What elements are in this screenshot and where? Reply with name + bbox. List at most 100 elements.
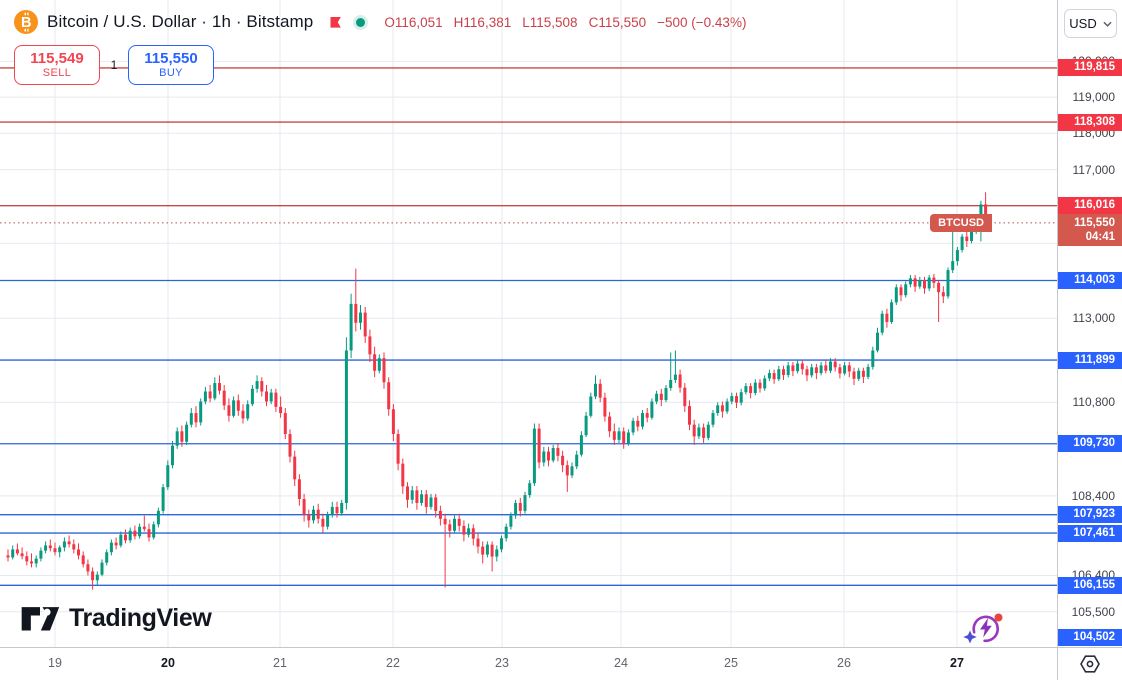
candle (706, 421, 710, 441)
candle (965, 230, 969, 247)
candle (636, 415, 640, 432)
candle (504, 523, 508, 542)
candle (575, 450, 579, 470)
candle (406, 482, 409, 508)
candle (537, 423, 541, 469)
candle (330, 501, 334, 518)
time-axis[interactable]: 19 20 21 22 23 24 25 26 27 (0, 647, 1057, 680)
candle (415, 486, 419, 510)
candle (739, 388, 743, 406)
candle (382, 352, 386, 389)
candle (960, 233, 964, 253)
candle (805, 365, 809, 382)
time-axis-label: 22 (386, 656, 400, 670)
candle (645, 408, 649, 423)
candle (655, 390, 659, 405)
candle (941, 286, 945, 304)
candle (44, 541, 48, 554)
candle (683, 383, 687, 412)
candle (114, 537, 118, 550)
candle (631, 417, 635, 436)
candle (626, 429, 630, 446)
candle (772, 369, 776, 384)
candle (735, 392, 738, 409)
candle (885, 308, 889, 328)
candle (213, 377, 217, 401)
flag-icon[interactable] (328, 15, 343, 30)
price-scale[interactable]: USD 115,550 04:41 120,000119,000118,0001… (1057, 0, 1122, 647)
candle (955, 246, 959, 266)
candle (688, 400, 691, 431)
candle (570, 462, 574, 479)
price-scale-settings-hexagon-icon[interactable] (1078, 652, 1102, 676)
candle (246, 400, 250, 421)
candle (326, 511, 330, 530)
symbol-title[interactable]: Bitcoin / U.S. Dollar · 1h · Bitstamp (47, 12, 314, 31)
candle (500, 535, 503, 553)
candle (72, 539, 76, 554)
candle (438, 505, 442, 526)
candle (749, 383, 753, 399)
price-axis-label: 105,500 (1071, 604, 1115, 619)
svg-text:B: B (21, 15, 31, 31)
candle (236, 394, 240, 416)
ohlc-readout: O116,051 H116,381 L115,508 C115,550 −500… (384, 14, 747, 30)
candle (283, 408, 287, 440)
candle (232, 396, 236, 418)
candle (692, 419, 696, 445)
candle (396, 429, 400, 471)
candle (279, 396, 283, 418)
candle (171, 441, 174, 469)
candle (142, 515, 146, 532)
candle (857, 367, 861, 382)
candle (250, 384, 254, 407)
sell-button[interactable]: 115,549 SELL (14, 45, 100, 85)
time-axis-label: 23 (495, 656, 509, 670)
level-price-badge: 109,730 (1058, 435, 1122, 453)
candle (659, 388, 663, 407)
currency-selector[interactable]: USD (1064, 9, 1117, 38)
candle (241, 404, 245, 424)
candle (77, 543, 80, 560)
price-axis-label: 113,000 (1072, 311, 1116, 326)
candle (391, 404, 395, 442)
price-axis-label: 119,000 (1072, 90, 1116, 105)
candle (490, 541, 494, 572)
candle (180, 425, 184, 447)
candle (814, 363, 818, 380)
candle (387, 377, 391, 416)
candle (119, 531, 123, 548)
candle (203, 386, 207, 405)
time-axis-label: 25 (724, 656, 738, 670)
candle (25, 551, 29, 566)
trade-panel: 115,549 SELL 1 115,550 BUY (14, 45, 214, 85)
candle (716, 402, 720, 416)
chart-canvas[interactable]: B Bitcoin / U.S. Dollar · 1h · Bitstamp … (0, 0, 1057, 647)
candle (697, 423, 701, 440)
candle (509, 512, 513, 530)
candle (124, 529, 127, 544)
candle (467, 523, 471, 538)
price-axis-label: 108,400 (1071, 488, 1115, 503)
ai-technicals-icon[interactable] (960, 609, 1006, 654)
spread-value: 1 (110, 58, 118, 72)
currency-label: USD (1069, 16, 1097, 31)
candle (185, 421, 189, 445)
candle (908, 274, 912, 288)
candlestick-chart[interactable] (0, 0, 1057, 647)
candle (20, 547, 24, 560)
candle (30, 553, 33, 568)
candle (791, 361, 795, 377)
buy-button[interactable]: 115,550 BUY (128, 45, 214, 85)
candle (894, 284, 898, 306)
candle (48, 539, 52, 552)
candle (288, 429, 292, 463)
candle (608, 411, 612, 438)
candle (913, 274, 917, 292)
candle (617, 427, 621, 443)
candle (208, 384, 212, 403)
time-axis-label: 24 (614, 656, 628, 670)
candle (199, 398, 203, 426)
candle (156, 507, 160, 528)
high-value: 116,381 (463, 14, 512, 30)
